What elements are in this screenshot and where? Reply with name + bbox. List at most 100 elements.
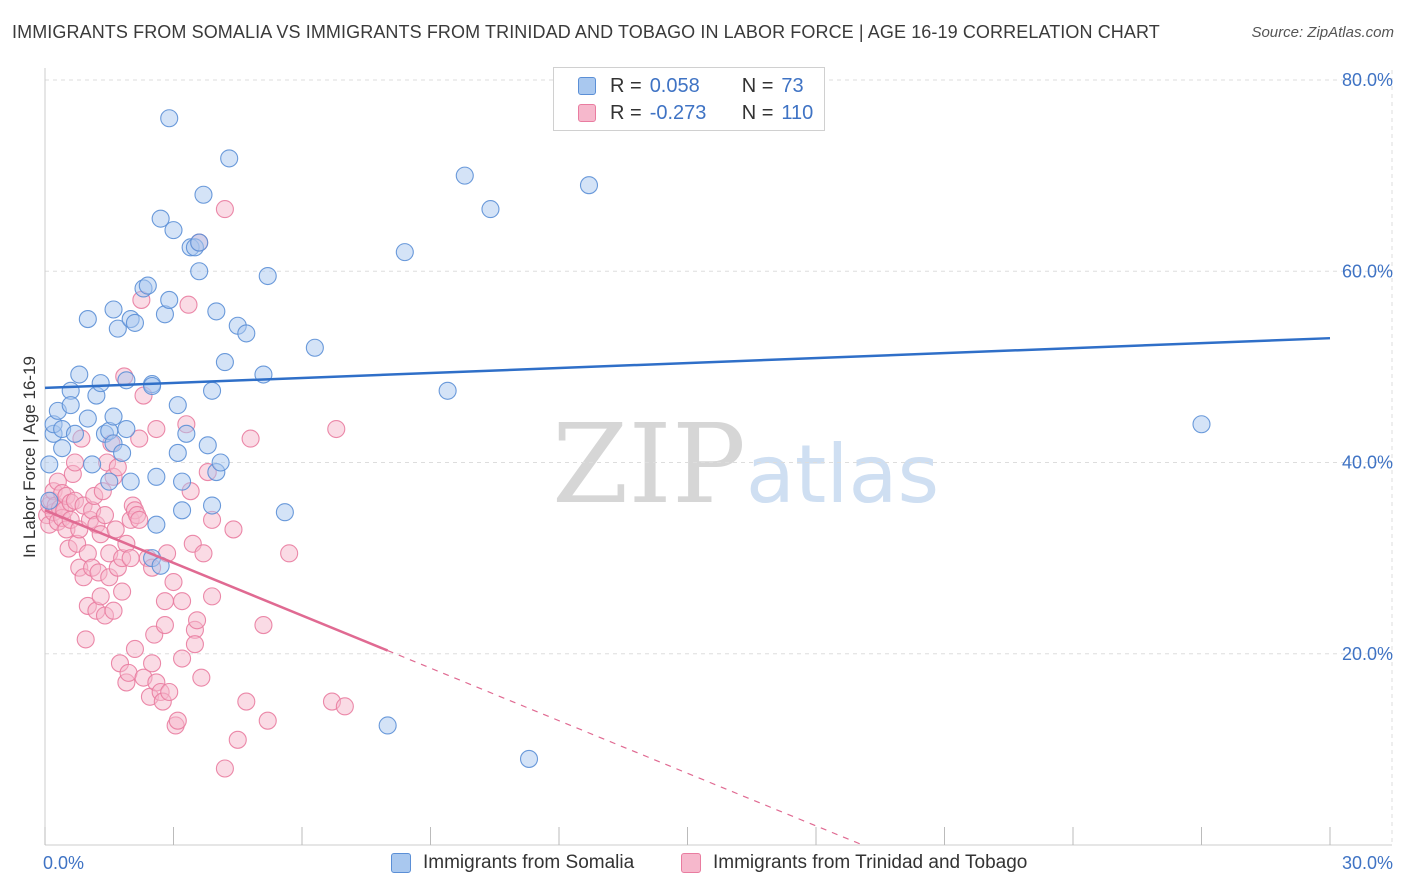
trinidad-point — [147, 419, 166, 439]
somalia-point — [190, 233, 209, 252]
legend-item-trinidad[interactable]: Immigrants from Trinidad and Tobago — [681, 852, 1027, 874]
trinidad-point — [95, 506, 115, 525]
somalia-point — [203, 496, 222, 515]
somalia-point — [211, 453, 230, 472]
axes — [44, 68, 1392, 846]
trinidad-point — [185, 635, 204, 654]
trinidad-point — [155, 592, 174, 611]
source-label: Source: ZipAtlas.com — [1251, 24, 1394, 41]
somalia-point — [258, 266, 277, 286]
grid-lines — [45, 70, 1393, 845]
legend-label-trinidad: Immigrants from Trinidad and Tobago — [713, 852, 1028, 873]
trinidad-point — [130, 510, 149, 529]
somalia-point — [70, 365, 89, 384]
somalia-point — [151, 209, 170, 228]
somalia-point — [104, 407, 123, 426]
somalia-point — [113, 443, 132, 462]
trinidad-point — [237, 692, 256, 711]
trinidad-point — [192, 668, 211, 687]
somalia-point — [237, 324, 256, 343]
y-tick-label: 60.0% — [1342, 261, 1393, 281]
somalia-legend-swatch — [391, 853, 411, 873]
somalia-point — [438, 381, 457, 400]
somalia-point — [65, 424, 85, 443]
somalia-point — [215, 353, 234, 372]
r-label: R = — [610, 74, 642, 97]
trinidad-point — [241, 429, 260, 448]
legend-item-somalia[interactable]: Immigrants from Somalia — [391, 852, 634, 874]
trinidad-point — [188, 611, 207, 630]
trinidad-legend-swatch — [681, 853, 701, 873]
r-label: R = — [610, 101, 642, 124]
somalia-trend-line — [44, 336, 1331, 390]
trinidad-point — [173, 649, 192, 668]
somalia-point — [190, 262, 209, 281]
trinidad-point — [179, 295, 198, 314]
trinidad-point — [106, 520, 125, 539]
trinidad-point — [76, 630, 95, 649]
y-axis-label: In Labor Force | Age 16-19 — [20, 356, 39, 558]
correlation-legend: R = 0.058 N = 73 R = -0.273 N = 110 — [553, 67, 825, 131]
legend-label-somalia: Immigrants from Somalia — [423, 852, 635, 873]
r-value: 0.058 — [649, 74, 700, 97]
trinidad-point — [143, 654, 162, 673]
legend-row-trinidad: R = -0.273 N = 110 — [578, 100, 831, 126]
somalia-point — [207, 302, 226, 321]
somalia-point — [579, 176, 599, 195]
somalia-point — [160, 290, 179, 309]
trinidad-point — [258, 711, 277, 730]
trinidad-point — [173, 592, 192, 611]
watermark-atlas: atlas — [745, 428, 940, 521]
trend-lines — [44, 336, 1331, 846]
x-tick-label: 30.0% — [1342, 853, 1393, 873]
series-legend: Immigrants from Somalia Immigrants from … — [0, 852, 1406, 878]
somalia-point — [53, 439, 72, 458]
watermark: ZIPatlas — [552, 400, 939, 528]
trinidad-point — [91, 587, 110, 606]
y-tick-label: 80.0% — [1342, 70, 1393, 90]
trinidad-point — [119, 663, 138, 682]
somalia-point — [305, 338, 324, 357]
r-value: -0.273 — [649, 101, 707, 124]
somalia-point — [147, 467, 166, 486]
somalia-point — [125, 313, 144, 332]
somalia-point — [164, 221, 183, 240]
somalia-point — [121, 472, 140, 491]
somalia-point — [455, 166, 474, 185]
tick-labels: 20.0% 40.0% 60.0% 80.0% 0.0% 30.0% — [43, 70, 1393, 873]
trinidad-point — [160, 682, 179, 702]
trinidad-trend-line — [44, 509, 389, 652]
legend-row-somalia: R = 0.058 N = 73 — [578, 73, 822, 99]
trinidad-point — [215, 759, 234, 778]
trinidad-point — [121, 549, 140, 568]
somalia-point — [168, 443, 187, 462]
trinidad-point — [335, 697, 354, 716]
somalia-point — [143, 376, 162, 396]
n-label: N = — [741, 74, 774, 97]
somalia-point — [117, 419, 136, 439]
somalia-point — [220, 149, 239, 168]
somalia-point — [91, 374, 110, 393]
somalia-point — [395, 243, 414, 262]
n-value: 73 — [781, 74, 804, 97]
somalia-point — [78, 310, 97, 329]
somalia-point — [378, 716, 397, 735]
trinidad-point — [104, 601, 123, 620]
trinidad-trend-extension — [387, 650, 863, 846]
y-tick-label: 40.0% — [1342, 453, 1393, 473]
somalia-point — [198, 436, 217, 455]
trinidad-swatch — [578, 104, 596, 122]
n-value: 110 — [781, 101, 814, 124]
trinidad-point — [168, 711, 187, 730]
chart-title: IMMIGRANTS FROM SOMALIA VS IMMIGRANTS FR… — [12, 22, 1160, 42]
trinidad-point — [228, 730, 247, 749]
trinidad-point — [65, 453, 85, 472]
somalia-point — [160, 109, 179, 128]
trinidad-point — [125, 639, 144, 659]
somalia-point — [177, 424, 196, 443]
trinidad-point — [194, 544, 213, 563]
somalia-point — [173, 501, 192, 520]
series-trinidad — [38, 200, 354, 778]
somalia-point — [1192, 415, 1211, 434]
